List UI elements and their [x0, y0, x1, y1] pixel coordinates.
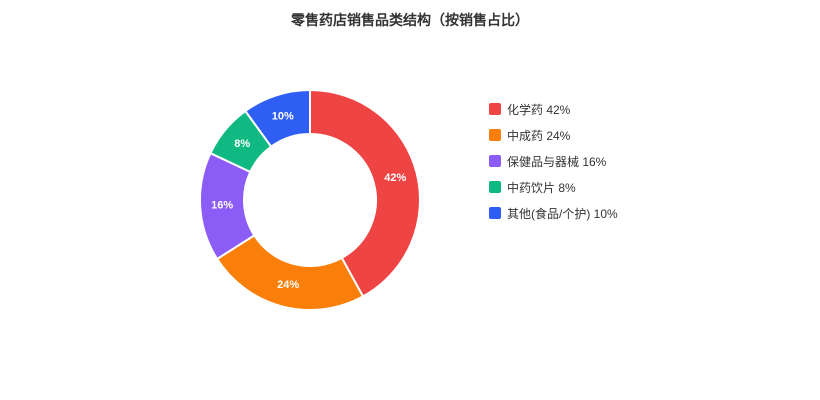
legend: 化学药 42% 中成药 24% 保健品与器械 16% 中药饮片 8% 其他(食品/个护)…	[489, 96, 618, 226]
donut-slice[interactable]	[309, 88, 421, 298]
legend-item[interactable]: 其他(食品/个护) 10%	[489, 200, 618, 226]
legend-label: 保健品与器械 16%	[507, 154, 607, 169]
slice-value-label: 16%	[211, 200, 233, 212]
legend-swatch	[489, 181, 501, 193]
legend-item[interactable]: 化学药 42%	[489, 96, 618, 122]
chart-title: 零售药店销售品类结构（按销售占比）	[291, 12, 529, 28]
slice-value-label: 24%	[277, 279, 299, 291]
legend-label: 中成药 24%	[507, 128, 571, 143]
legend-label: 其他(食品/个护) 10%	[507, 206, 618, 221]
donut-slice[interactable]	[243, 88, 311, 149]
legend-item[interactable]: 保健品与器械 16%	[489, 148, 618, 174]
slice-value-label: 8%	[234, 138, 250, 150]
legend-label: 中药饮片 8%	[507, 180, 576, 195]
legend-item[interactable]: 中成药 24%	[489, 122, 618, 148]
legend-item[interactable]: 中药饮片 8%	[489, 174, 618, 200]
legend-swatch	[489, 103, 501, 115]
slice-value-label: 10%	[272, 110, 294, 122]
legend-label: 化学药 42%	[507, 102, 571, 117]
legend-swatch	[489, 207, 501, 219]
legend-swatch	[489, 129, 501, 141]
legend-swatch	[489, 155, 501, 167]
slice-value-label: 42%	[384, 172, 406, 184]
donut-slice[interactable]	[215, 233, 365, 311]
